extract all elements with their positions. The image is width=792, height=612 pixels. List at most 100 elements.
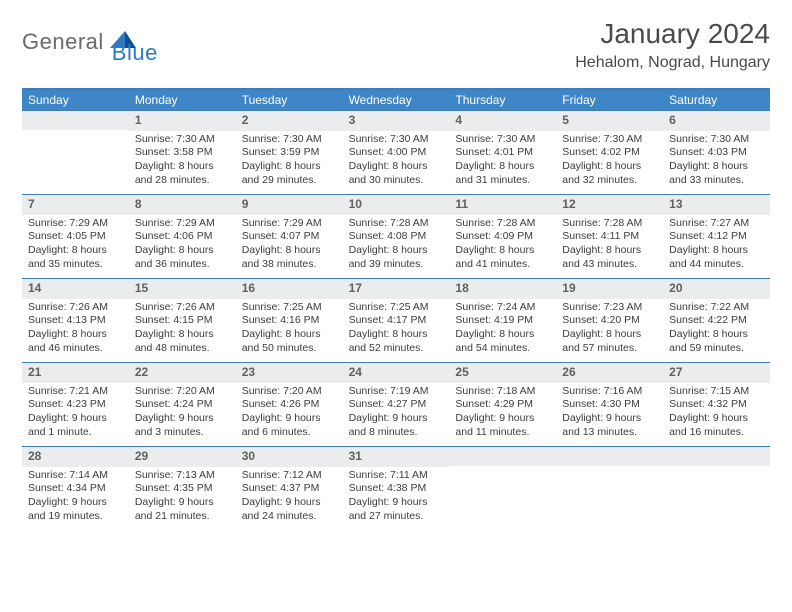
sunset-line: Sunset: 4:03 PM <box>669 146 764 160</box>
daylight-line: Daylight: 8 hours and 28 minutes. <box>135 160 230 187</box>
day-details: Sunrise: 7:15 AMSunset: 4:32 PMDaylight:… <box>663 383 770 446</box>
day-details: Sunrise: 7:22 AMSunset: 4:22 PMDaylight:… <box>663 299 770 362</box>
sunset-line: Sunset: 4:38 PM <box>349 482 444 496</box>
daylight-line: Daylight: 8 hours and 39 minutes. <box>349 244 444 271</box>
sunrise-line: Sunrise: 7:11 AM <box>349 469 444 483</box>
daylight-line: Daylight: 8 hours and 38 minutes. <box>242 244 337 271</box>
weekday-sunday: Sunday <box>22 90 129 110</box>
daylight-line: Daylight: 8 hours and 43 minutes. <box>562 244 657 271</box>
day-cell: 30Sunrise: 7:12 AMSunset: 4:37 PMDayligh… <box>236 446 343 530</box>
sunrise-line: Sunrise: 7:15 AM <box>669 385 764 399</box>
sunrise-line: Sunrise: 7:30 AM <box>669 133 764 147</box>
day-number: 12 <box>556 194 663 215</box>
sunrise-line: Sunrise: 7:30 AM <box>135 133 230 147</box>
sunrise-line: Sunrise: 7:16 AM <box>562 385 657 399</box>
day-cell: 1Sunrise: 7:30 AMSunset: 3:58 PMDaylight… <box>129 110 236 194</box>
day-number: 11 <box>449 194 556 215</box>
location-text: Hehalom, Nograd, Hungary <box>575 54 770 72</box>
day-number: 25 <box>449 362 556 383</box>
day-cell: 26Sunrise: 7:16 AMSunset: 4:30 PMDayligh… <box>556 362 663 446</box>
sunrise-line: Sunrise: 7:29 AM <box>242 217 337 231</box>
day-number: 17 <box>343 278 450 299</box>
sunrise-line: Sunrise: 7:12 AM <box>242 469 337 483</box>
sunset-line: Sunset: 4:15 PM <box>135 314 230 328</box>
day-cell: 20Sunrise: 7:22 AMSunset: 4:22 PMDayligh… <box>663 278 770 362</box>
sunset-line: Sunset: 4:16 PM <box>242 314 337 328</box>
day-number: 19 <box>556 278 663 299</box>
sunrise-line: Sunrise: 7:25 AM <box>242 301 337 315</box>
daylight-line: Daylight: 8 hours and 52 minutes. <box>349 328 444 355</box>
week-row: 28Sunrise: 7:14 AMSunset: 4:34 PMDayligh… <box>22 446 770 530</box>
day-cell: 28Sunrise: 7:14 AMSunset: 4:34 PMDayligh… <box>22 446 129 530</box>
day-number: 13 <box>663 194 770 215</box>
sunset-line: Sunset: 4:32 PM <box>669 398 764 412</box>
day-details: Sunrise: 7:28 AMSunset: 4:08 PMDaylight:… <box>343 215 450 278</box>
day-cell: 3Sunrise: 7:30 AMSunset: 4:00 PMDaylight… <box>343 110 450 194</box>
sunrise-line: Sunrise: 7:22 AM <box>669 301 764 315</box>
day-details: Sunrise: 7:21 AMSunset: 4:23 PMDaylight:… <box>22 383 129 446</box>
day-details: Sunrise: 7:29 AMSunset: 4:06 PMDaylight:… <box>129 215 236 278</box>
sunset-line: Sunset: 4:17 PM <box>349 314 444 328</box>
day-number: 7 <box>22 194 129 215</box>
sunset-line: Sunset: 4:29 PM <box>455 398 550 412</box>
sunset-line: Sunset: 4:35 PM <box>135 482 230 496</box>
day-details: Sunrise: 7:26 AMSunset: 4:13 PMDaylight:… <box>22 299 129 362</box>
empty-day-bar <box>22 110 129 130</box>
daylight-line: Daylight: 9 hours and 1 minute. <box>28 412 123 439</box>
day-details: Sunrise: 7:14 AMSunset: 4:34 PMDaylight:… <box>22 467 129 530</box>
weekday-saturday: Saturday <box>663 90 770 110</box>
day-details: Sunrise: 7:30 AMSunset: 4:00 PMDaylight:… <box>343 131 450 194</box>
day-number: 24 <box>343 362 450 383</box>
day-number: 5 <box>556 110 663 131</box>
sunset-line: Sunset: 4:24 PM <box>135 398 230 412</box>
weekday-wednesday: Wednesday <box>343 90 450 110</box>
day-cell <box>556 446 663 530</box>
empty-day-bar <box>663 446 770 466</box>
title-block: January 2024 Hehalom, Nograd, Hungary <box>575 18 770 72</box>
weekday-header-row: SundayMondayTuesdayWednesdayThursdayFrid… <box>22 90 770 110</box>
day-number: 14 <box>22 278 129 299</box>
day-number: 29 <box>129 446 236 467</box>
day-details: Sunrise: 7:27 AMSunset: 4:12 PMDaylight:… <box>663 215 770 278</box>
day-number: 20 <box>663 278 770 299</box>
day-number: 18 <box>449 278 556 299</box>
day-number: 3 <box>343 110 450 131</box>
day-cell: 5Sunrise: 7:30 AMSunset: 4:02 PMDaylight… <box>556 110 663 194</box>
daylight-line: Daylight: 8 hours and 35 minutes. <box>28 244 123 271</box>
daylight-line: Daylight: 9 hours and 16 minutes. <box>669 412 764 439</box>
daylight-line: Daylight: 8 hours and 44 minutes. <box>669 244 764 271</box>
week-row: 7Sunrise: 7:29 AMSunset: 4:05 PMDaylight… <box>22 194 770 278</box>
header: General Blue January 2024 Hehalom, Nogra… <box>0 0 792 78</box>
day-cell: 10Sunrise: 7:28 AMSunset: 4:08 PMDayligh… <box>343 194 450 278</box>
sunrise-line: Sunrise: 7:19 AM <box>349 385 444 399</box>
day-details: Sunrise: 7:18 AMSunset: 4:29 PMDaylight:… <box>449 383 556 446</box>
daylight-line: Daylight: 8 hours and 29 minutes. <box>242 160 337 187</box>
day-cell: 2Sunrise: 7:30 AMSunset: 3:59 PMDaylight… <box>236 110 343 194</box>
day-details: Sunrise: 7:26 AMSunset: 4:15 PMDaylight:… <box>129 299 236 362</box>
day-number: 15 <box>129 278 236 299</box>
sunrise-line: Sunrise: 7:23 AM <box>562 301 657 315</box>
day-number: 2 <box>236 110 343 131</box>
day-number: 30 <box>236 446 343 467</box>
sunrise-line: Sunrise: 7:30 AM <box>455 133 550 147</box>
day-details: Sunrise: 7:20 AMSunset: 4:24 PMDaylight:… <box>129 383 236 446</box>
sunrise-line: Sunrise: 7:24 AM <box>455 301 550 315</box>
daylight-line: Daylight: 8 hours and 57 minutes. <box>562 328 657 355</box>
day-cell: 18Sunrise: 7:24 AMSunset: 4:19 PMDayligh… <box>449 278 556 362</box>
sunset-line: Sunset: 4:13 PM <box>28 314 123 328</box>
day-details: Sunrise: 7:30 AMSunset: 4:03 PMDaylight:… <box>663 131 770 194</box>
day-number: 28 <box>22 446 129 467</box>
sunrise-line: Sunrise: 7:28 AM <box>455 217 550 231</box>
day-cell: 31Sunrise: 7:11 AMSunset: 4:38 PMDayligh… <box>343 446 450 530</box>
sunrise-line: Sunrise: 7:21 AM <box>28 385 123 399</box>
day-details: Sunrise: 7:11 AMSunset: 4:38 PMDaylight:… <box>343 467 450 530</box>
weekday-tuesday: Tuesday <box>236 90 343 110</box>
day-cell: 9Sunrise: 7:29 AMSunset: 4:07 PMDaylight… <box>236 194 343 278</box>
sunrise-line: Sunrise: 7:30 AM <box>349 133 444 147</box>
sunset-line: Sunset: 4:11 PM <box>562 230 657 244</box>
brand-logo: General Blue <box>22 18 158 66</box>
daylight-line: Daylight: 8 hours and 54 minutes. <box>455 328 550 355</box>
sunrise-line: Sunrise: 7:28 AM <box>349 217 444 231</box>
daylight-line: Daylight: 8 hours and 46 minutes. <box>28 328 123 355</box>
day-cell: 7Sunrise: 7:29 AMSunset: 4:05 PMDaylight… <box>22 194 129 278</box>
